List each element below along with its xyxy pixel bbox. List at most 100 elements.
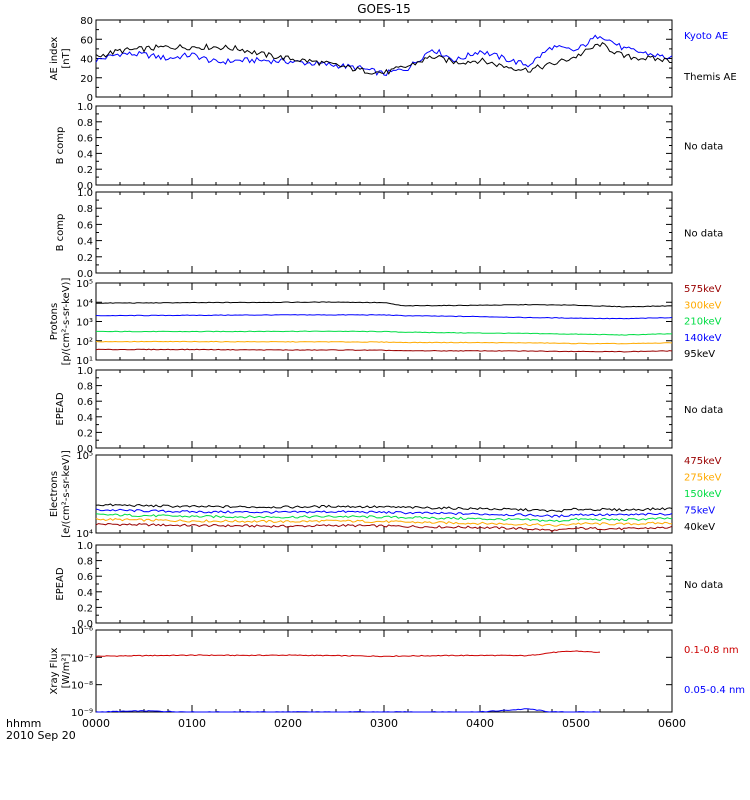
figure-title: GOES-15 xyxy=(357,2,411,16)
x-tick-label: 0100 xyxy=(178,717,206,730)
y-tick-label: 20 xyxy=(80,74,93,85)
y-tick-label: 0.6 xyxy=(77,397,93,408)
time-axis-date: 2010 Sep 20 xyxy=(6,729,76,742)
y-tick-label: 0.0 xyxy=(77,619,93,630)
legend-entry: Kyoto AE xyxy=(684,31,728,42)
y-tick-label: 0.0 xyxy=(77,181,93,192)
no-data-label: No data xyxy=(684,580,723,591)
y-axis-title: EPEAD xyxy=(55,392,66,426)
y-axis-title: [W/m²] xyxy=(61,653,72,688)
x-tick-label: 0200 xyxy=(274,717,302,730)
panel-epead1: 0.0 0.2 0.4 0.6 0.8 1.0 EPEAD No data xyxy=(55,366,723,455)
panel-frame xyxy=(95,544,673,624)
panel-frame xyxy=(95,19,673,98)
y-tick-label: 0.2 xyxy=(77,603,93,614)
series-line-40kev xyxy=(95,503,673,513)
y-tick-label: 1.0 xyxy=(77,366,93,377)
y-tick-label: 10⁵ xyxy=(76,279,93,290)
y-tick-label: 60 xyxy=(80,35,93,46)
y-axis-title: [e/(cm²-s-sr-keV)] xyxy=(61,450,72,538)
y-tick-label: 80 xyxy=(80,16,93,27)
y-tick-label: 10⁵ xyxy=(76,451,93,462)
y-tick-label: 10⁻⁹ xyxy=(71,708,93,719)
panel-frame xyxy=(95,191,673,274)
legend-entry: Themis AE xyxy=(683,72,737,83)
y-tick-label: 0.6 xyxy=(77,220,93,231)
y-tick-label: 1.0 xyxy=(77,102,93,113)
no-data-label: No data xyxy=(684,405,723,416)
y-axis-title: [nT] xyxy=(61,48,72,68)
panel-frame xyxy=(95,629,673,713)
x-tick-label: 0300 xyxy=(370,717,398,730)
legend-entry: 95keV xyxy=(684,349,715,360)
y-axis-title: AE index xyxy=(49,37,60,81)
panel-epead2: 0.0 0.2 0.4 0.6 0.8 1.0 EPEAD No data xyxy=(55,541,723,630)
legend-entry: 210keV xyxy=(684,317,722,328)
series-line-150kev xyxy=(95,513,673,523)
y-tick-label: 0.0 xyxy=(77,269,93,280)
legend-entry: 0.05-0.4 nm xyxy=(684,685,745,696)
panel-xray: 10⁻⁹ 10⁻⁸ 10⁻⁷ 10⁻⁶ Xray Flux [W/m²] 0.1-0.8 n… xyxy=(49,626,745,719)
panel-protons: 10¹ 10² 10³ 10⁴ 10⁵ Protons [p/(cm²-s-sr-keV)]… xyxy=(49,278,722,367)
time-axis-row-label: hhmm xyxy=(6,717,41,730)
y-tick-label: 1.0 xyxy=(77,541,93,552)
legend-entry: 140keV xyxy=(684,333,722,344)
panel-frame xyxy=(95,282,673,361)
y-tick-label: 0.6 xyxy=(77,572,93,583)
y-tick-label: 10⁻⁸ xyxy=(71,681,93,692)
y-tick-label: 0.8 xyxy=(77,204,93,215)
y-tick-label: 10⁻⁷ xyxy=(71,653,93,664)
y-axis-title: B comp xyxy=(55,214,66,252)
x-tick-label: 0400 xyxy=(466,717,494,730)
y-axis-title: Xray Flux xyxy=(49,647,60,694)
y-tick-label: 0.4 xyxy=(77,588,93,599)
series-line-275kev xyxy=(95,518,673,527)
y-axis-title: Electrons xyxy=(49,471,60,517)
y-tick-label: 0.0 xyxy=(77,444,93,455)
series-line-95kev xyxy=(96,301,673,308)
panel-frame xyxy=(95,105,673,186)
y-tick-label: 0.4 xyxy=(77,237,93,248)
y-tick-label: 10⁻⁶ xyxy=(71,626,93,637)
series-line-475kev xyxy=(95,522,673,533)
y-axis-title: [p/(cm²-s-sr-keV)] xyxy=(61,278,72,366)
y-tick-label: 10¹ xyxy=(76,356,93,367)
panel-bcomp2: 0.0 0.2 0.4 0.6 0.8 1.0 B comp No data xyxy=(55,188,723,280)
x-tick-label: 0500 xyxy=(562,717,590,730)
panels: 0 20 40 60 80 AE index [nT] Kyoto AE Themis AE 0.… xyxy=(49,16,745,719)
y-axis-title: B comp xyxy=(55,127,66,165)
y-tick-label: 10² xyxy=(76,337,93,348)
y-tick-label: 10⁴ xyxy=(76,298,93,309)
y-tick-label: 1.0 xyxy=(77,188,93,199)
y-tick-label: 0.4 xyxy=(77,149,93,160)
series-line-unlabeled xyxy=(95,348,673,353)
series-line-themis-ae xyxy=(95,42,672,75)
y-tick-label: 40 xyxy=(80,55,93,66)
y-tick-label: 0.8 xyxy=(77,118,93,129)
panel-electrons: 10⁴ 10⁵ Electrons [e/(cm²-s-sr-keV)] 475keV 2… xyxy=(49,450,722,540)
x-tick-label: 0000 xyxy=(82,717,110,730)
y-axis-title: EPEAD xyxy=(55,567,66,601)
legend-entry: 475keV xyxy=(684,456,722,467)
panel-ae: 0 20 40 60 80 AE index [nT] Kyoto AE Themis AE xyxy=(49,16,737,104)
y-tick-label: 10³ xyxy=(76,318,93,329)
series-line-210kev xyxy=(96,330,672,336)
legend-entry: 75keV xyxy=(684,506,715,517)
y-tick-label: 0.8 xyxy=(77,382,93,393)
y-axis-title: Protons xyxy=(49,303,60,340)
no-data-label: No data xyxy=(684,142,723,153)
legend-entry: 300keV xyxy=(684,300,722,311)
legend-entry: 40keV xyxy=(684,522,715,533)
y-tick-label: 0.2 xyxy=(77,428,93,439)
y-tick-label: 0.2 xyxy=(77,253,93,264)
legend-entry: 275keV xyxy=(684,473,722,484)
series-line-0-05-0-4-nm xyxy=(95,708,600,713)
series-line-0-1-0-8-nm xyxy=(95,650,601,658)
series-line-75kev xyxy=(95,508,673,518)
y-tick-label: 0.4 xyxy=(77,413,93,424)
panel-bcomp1: 0.0 0.2 0.4 0.6 0.8 1.0 B comp No data xyxy=(55,102,723,192)
y-tick-label: 0.8 xyxy=(77,557,93,568)
x-tick-label: 0600 xyxy=(658,717,686,730)
no-data-label: No data xyxy=(684,229,723,240)
